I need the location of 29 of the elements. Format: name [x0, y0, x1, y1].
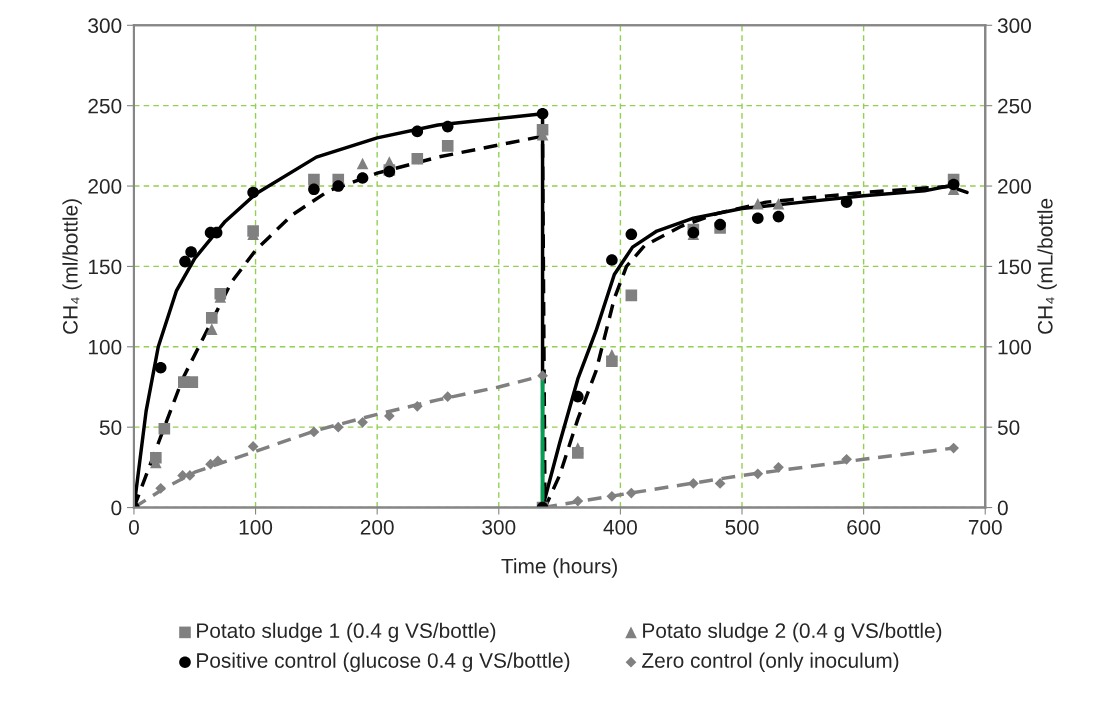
- y2-tick-label: 50: [997, 420, 1020, 435]
- x-tick-label: 600: [847, 519, 881, 535]
- x-tick-label: 100: [239, 519, 273, 535]
- y2-axis-title: CH₄ (mL/bottle: [1037, 198, 1057, 334]
- y2-tick-label: 300: [997, 18, 1031, 34]
- y-axis-title: CH₄ (ml/bottle): [62, 199, 82, 334]
- y-tick-label: 100: [88, 339, 122, 355]
- legend-label: Positive control (glucose 0.4 g VS/bottle): [197, 652, 570, 672]
- y-tick-label: 300: [88, 18, 122, 34]
- x-tick-label: 700: [968, 519, 1002, 535]
- y2-tick-label: 0: [997, 500, 1008, 516]
- y2-tick-label: 250: [998, 98, 1031, 114]
- legend-label: Zero control (only inoculum): [642, 652, 899, 672]
- legend-label: Potato sludge 1 (0.4 g VS/bottle): [197, 622, 496, 643]
- y-tick-label: 50: [99, 420, 122, 435]
- y-tick-label: 250: [88, 98, 122, 114]
- y-tick-label: 0: [111, 500, 122, 516]
- x-tick-label: 400: [603, 519, 637, 535]
- x-axis-title: Time (hours): [501, 558, 617, 578]
- y2-tick-label: 100: [998, 339, 1031, 355]
- y-tick-label: 200: [88, 179, 122, 194]
- x-tick-label: 0: [128, 519, 139, 535]
- x-tick-label: 300: [482, 519, 516, 535]
- legend-label: Potato sludge 2 (0.4 g VS/bottle): [643, 622, 942, 643]
- y2-tick-label: 150: [998, 259, 1031, 275]
- y-tick-label: 150: [88, 259, 122, 275]
- y2-tick-label: 200: [998, 179, 1031, 194]
- x-tick-label: 200: [360, 519, 394, 535]
- x-tick-label: 500: [725, 519, 759, 535]
